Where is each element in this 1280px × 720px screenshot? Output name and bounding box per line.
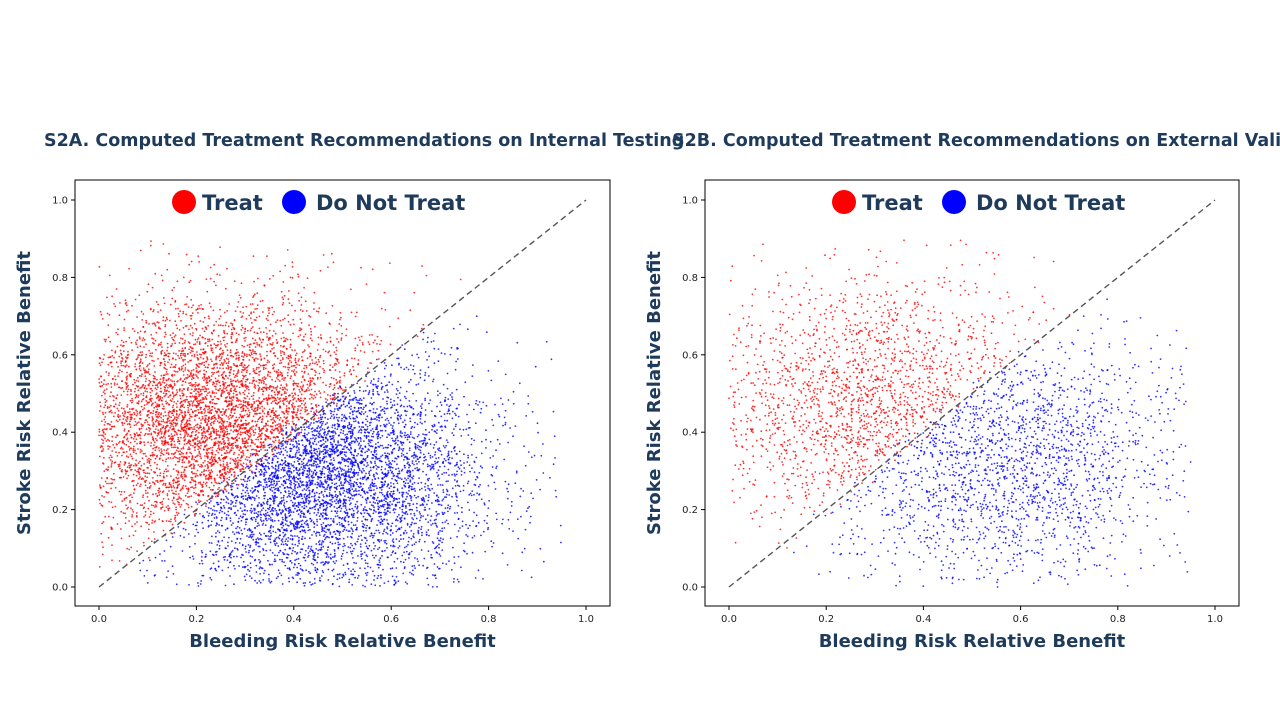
panel-b-do-not-treat-points [793, 298, 1192, 588]
x-tick-label: 0.8 [481, 614, 497, 625]
y-tick-label: 0.4 [682, 428, 698, 439]
panel-b-y-ticks: 0.0 0.2 0.4 0.6 0.8 1.0 [682, 196, 705, 594]
panel-b-plot-frame [704, 179, 1240, 607]
panel-a-x-axis-title: Bleeding Risk Relative Benefit [189, 631, 496, 652]
panel-b-legend-treat-marker [832, 190, 856, 214]
panel-b-x-axis-title: Bleeding Risk Relative Benefit [819, 631, 1126, 652]
panel-a-x-ticks: 0.0 0.2 0.4 0.6 0.8 1.0 [91, 606, 594, 625]
panel-a-plot-frame [74, 179, 611, 607]
x-tick-label: 0.4 [286, 614, 302, 625]
panel-b-x-ticks: 0.0 0.2 0.4 0.6 0.8 1.0 [721, 606, 1223, 625]
panel-b-chart: 0.0 0.2 0.4 0.6 0.8 1.0 0.0 0.2 0.4 0.6 0.8 1.0 Bl… [644, 179, 1240, 652]
x-tick-label: 0.2 [188, 614, 204, 625]
panel-a-legend-treat-label: Treat [202, 191, 263, 215]
x-tick-label: 0.6 [1013, 614, 1029, 625]
panel-a-legend-do-not-treat-label: Do Not Treat [316, 191, 465, 215]
y-tick-label: 0.0 [682, 583, 698, 594]
y-tick-label: 0.6 [682, 350, 698, 361]
panel-a-diagonal-reference-line [98, 199, 587, 588]
y-tick-label: 0.8 [52, 273, 68, 284]
y-tick-label: 0.4 [52, 428, 68, 439]
x-tick-label: 0.2 [818, 614, 834, 625]
panel-a-y-ticks: 0.0 0.2 0.4 0.6 0.8 1.0 [52, 196, 75, 594]
x-tick-label: 0.4 [915, 614, 931, 625]
panel-b-legend-do-not-treat-label: Do Not Treat [976, 191, 1125, 215]
panel-b-y-axis-title: Stroke Risk Relative Benefit [644, 251, 665, 535]
panel-a-legend-treat-marker [172, 190, 196, 214]
x-tick-label: 0.0 [91, 614, 107, 625]
y-tick-label: 0.8 [682, 273, 698, 284]
panel-b-treat-points [728, 239, 1071, 549]
x-tick-label: 0.0 [721, 614, 737, 625]
panel-a-legend-do-not-treat-marker [282, 190, 306, 214]
y-tick-label: 0.0 [52, 583, 68, 594]
y-tick-label: 0.2 [682, 505, 698, 516]
panel-b-legend-do-not-treat-marker [942, 190, 966, 214]
x-tick-label: 0.8 [1110, 614, 1126, 625]
x-tick-label: 1.0 [1207, 614, 1223, 625]
y-tick-label: 0.6 [52, 350, 68, 361]
y-tick-label: 1.0 [52, 196, 68, 207]
y-tick-label: 0.2 [52, 505, 68, 516]
panel-b-diagonal-reference-line [728, 199, 1216, 588]
panel-a-treat-points [98, 240, 462, 568]
panel-a-y-axis-title: Stroke Risk Relative Benefit [14, 251, 35, 535]
panel-a-do-not-treat-points [138, 315, 562, 588]
panel-b-legend-treat-label: Treat [862, 191, 923, 215]
panel-a-title: S2A. Computed Treatment Recommendations … [44, 131, 685, 151]
y-tick-label: 1.0 [682, 196, 698, 207]
panel-b-title: S2B. Computed Treatment Recommendations … [672, 131, 1280, 151]
x-tick-label: 1.0 [578, 614, 594, 625]
panel-a-chart: 0.0 0.2 0.4 0.6 0.8 1.0 0.0 0.2 0.4 0.6 0.8 1.0 Bl… [14, 179, 611, 652]
x-tick-label: 0.6 [383, 614, 399, 625]
